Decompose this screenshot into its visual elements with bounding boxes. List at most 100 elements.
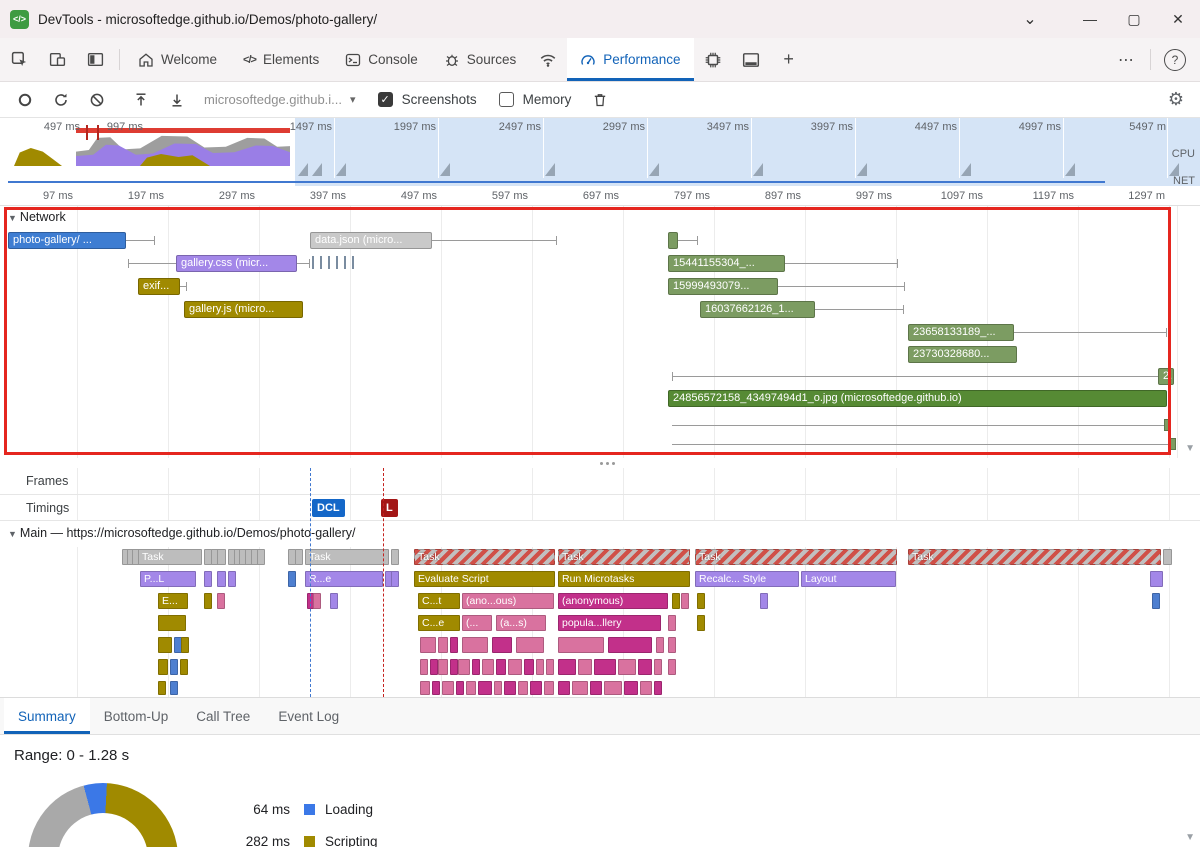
maximize-button[interactable]: ▢ [1127,10,1141,27]
flame-bar[interactable]: C...t [418,593,460,609]
flame-bar[interactable] [494,681,502,695]
flame-bar[interactable]: (... [462,615,492,631]
flame-bar[interactable] [158,681,166,695]
flame-bar[interactable] [158,637,172,653]
flame-bar[interactable]: Layout [801,571,896,587]
flame-bar[interactable] [697,615,705,631]
frames-lane[interactable]: Frames [0,468,1200,495]
flame-bar[interactable]: Task [414,549,555,565]
flame-bar[interactable] [458,659,470,675]
network-request-bar[interactable]: 24856572158_43497494d1_o.jpg (microsofte… [668,390,1167,407]
flame-bar[interactable] [430,659,438,675]
flame-bar[interactable] [420,681,430,695]
help-button[interactable]: ? [1156,38,1194,81]
tab-welcome[interactable]: Welcome [125,38,230,81]
flame-bar[interactable] [204,593,212,609]
flame-bar[interactable] [668,659,676,675]
load-profile-button[interactable] [124,85,158,115]
flame-bar[interactable] [158,659,168,675]
flame-bar[interactable] [158,615,186,631]
flame-bar[interactable] [450,637,458,653]
flame-bar[interactable] [656,637,664,653]
flame-bar[interactable]: C...e [418,615,460,631]
flame-bar[interactable] [594,659,616,675]
flame-bar[interactable] [590,681,602,695]
network-request-bar[interactable] [1170,438,1176,450]
flame-bar[interactable] [668,637,676,653]
network-request-bar[interactable]: gallery.js (micro... [184,301,303,318]
splitter-handle-icon[interactable] [600,462,615,465]
flame-bar[interactable] [482,659,494,675]
scroll-down-icon[interactable]: ▼ [1185,443,1195,454]
flame-bar[interactable] [462,637,488,653]
flame-bar[interactable] [524,659,534,675]
dock-bottom-button[interactable] [732,38,770,81]
close-button[interactable]: ✕ [1172,10,1184,27]
tab-performance[interactable]: Performance [567,38,694,81]
network-request-bar[interactable]: data.json (micro... [310,232,432,249]
timing-marker-dcl[interactable]: DCL [312,499,345,517]
flame-bar[interactable] [518,681,528,695]
network-scrollbar[interactable]: ▼ [1177,206,1200,458]
flame-bar[interactable] [472,659,480,675]
record-button[interactable] [8,85,42,115]
flame-bar[interactable] [604,681,622,695]
pane-splitter[interactable] [0,458,1200,468]
flame-bar[interactable] [572,681,588,695]
flame-bar[interactable]: (a...s) [496,615,546,631]
flame-bar[interactable]: P...L [140,571,196,587]
flame-bar[interactable] [546,659,554,675]
flame-bar[interactable] [624,681,638,695]
flame-bar[interactable] [668,615,676,631]
flame-bar[interactable] [530,681,542,695]
network-request-bar[interactable]: 23658133189_... [908,324,1014,341]
screenshots-label[interactable]: Screenshots [401,92,477,107]
flame-bar[interactable]: E... [158,593,188,609]
detail-tab-event-log[interactable]: Event Log [278,708,340,724]
dock-side-button[interactable] [76,38,114,81]
flame-bar[interactable] [180,659,188,675]
flame-bar[interactable] [170,681,178,695]
main-thread-header[interactable]: ▼ Main — https://microsoftedge.github.io/… [0,521,1200,547]
clear-button[interactable] [80,85,114,115]
network-request-bar[interactable]: gallery.css (micr... [176,255,297,272]
detail-tab-summary[interactable]: Summary [4,698,90,734]
tab-sources[interactable]: Sources [431,38,530,81]
flame-bar[interactable]: (ano...ous) [462,593,554,609]
flame-bar[interactable] [313,593,321,609]
timeline-overview[interactable]: CPU 497 ms 997 ms 1497 ms 1997 ms 2497 ms 299… [0,118,1200,178]
flame-bar[interactable] [442,681,454,695]
network-lane-header[interactable]: ▼ Network [8,210,66,224]
settings-gear-icon[interactable]: ⚙ [1167,89,1184,109]
device-emulation-button[interactable] [38,38,76,81]
network-request-bar[interactable]: 15999493079... [668,278,778,295]
network-request-bar[interactable]: 16037662126_1... [700,301,815,318]
minimize-button[interactable]: — [1083,11,1097,27]
scroll-down-icon[interactable]: ▼ [1185,832,1195,843]
add-tab-button[interactable]: + [783,49,794,69]
flame-bar[interactable] [217,571,226,587]
detail-tab-call-tree[interactable]: Call Tree [196,708,251,724]
screenshots-checkbox[interactable]: ✓ [377,92,393,107]
flame-bar[interactable] [672,593,680,609]
flame-bar[interactable] [391,571,399,587]
flame-bar[interactable] [1150,571,1163,587]
flame-bar[interactable] [456,681,464,695]
flame-bar[interactable] [217,593,225,609]
flame-bar[interactable] [492,637,512,653]
flame-bar[interactable] [438,659,448,675]
tab-console[interactable]: Console [332,38,431,81]
flame-bar[interactable] [760,593,768,609]
flame-bar[interactable]: (anonymous) [558,593,668,609]
timings-lane[interactable]: Timings DCL L [0,495,1200,521]
overview-unselected-region[interactable] [295,118,1200,178]
network-request-bar[interactable]: photo-gallery/ ... [8,232,126,249]
flame-bar[interactable] [257,549,265,565]
titlebar-chevron-icon[interactable]: ⌄ [1023,11,1037,28]
more-options-button[interactable]: ⋯ [1118,51,1134,69]
flame-bar[interactable] [640,681,652,695]
flame-bar[interactable]: Evaluate Script [414,571,555,587]
flame-bar[interactable] [1152,593,1160,609]
flame-bar[interactable]: Task [305,549,389,565]
delete-profile-button[interactable] [583,85,617,115]
